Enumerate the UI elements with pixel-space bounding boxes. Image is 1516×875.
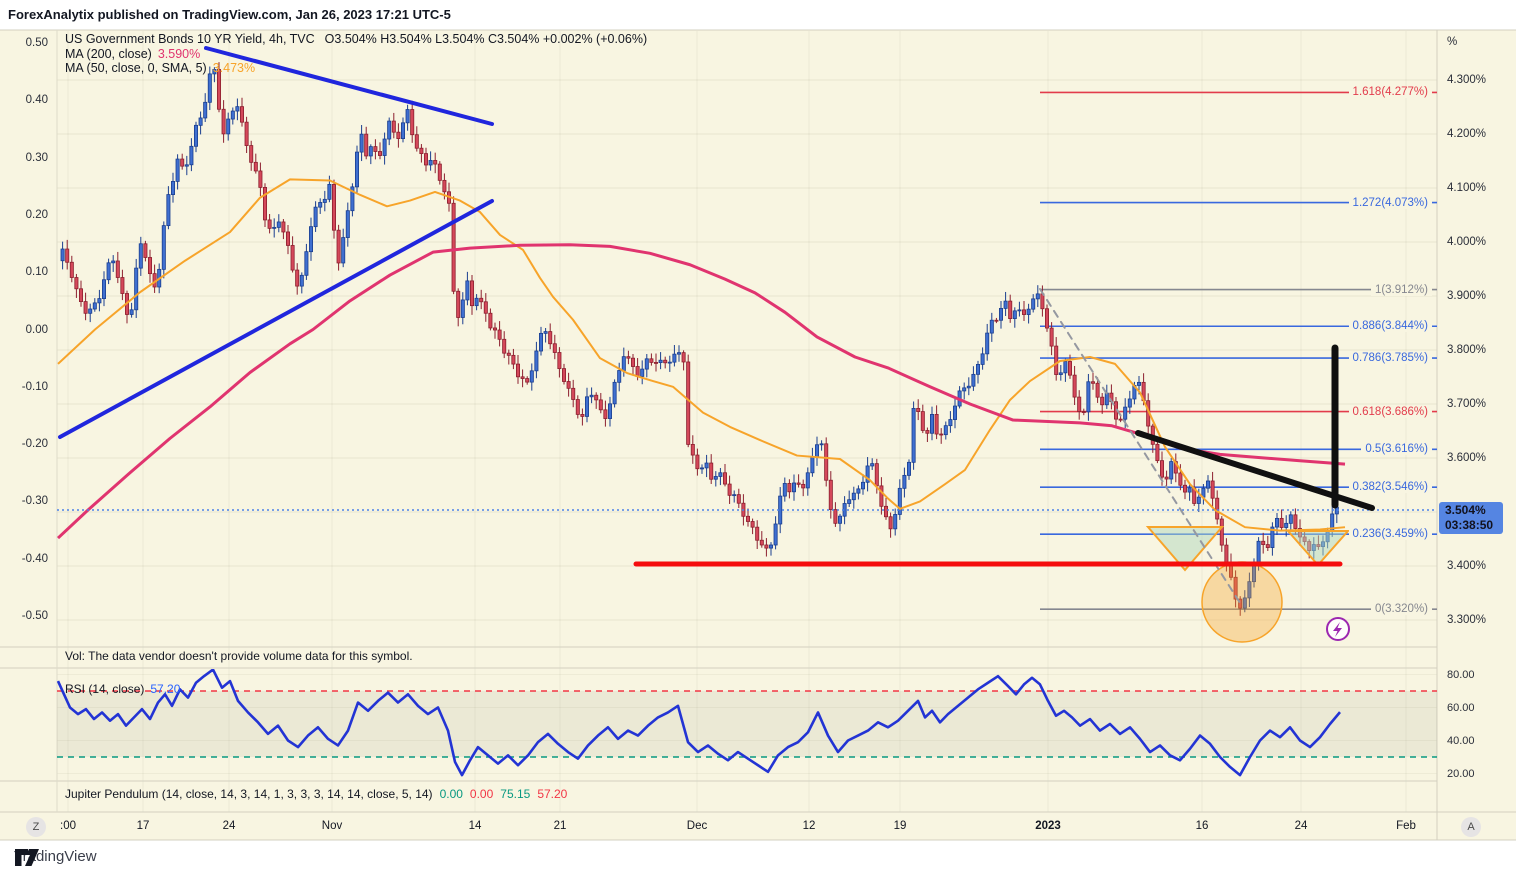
ma200-line[interactable]	[57, 243, 1346, 540]
date-axis-tick[interactable]: Nov	[321, 820, 343, 832]
date-axis-tick[interactable]: 12	[802, 820, 816, 832]
right-axis-tick: 4.300%	[1447, 74, 1487, 86]
fib-level-label: 0(3.320%)	[1370, 603, 1432, 616]
rsi-value: 57.20	[150, 682, 181, 696]
left-axis-tick: -0.40	[21, 552, 48, 565]
ma50-line[interactable]	[57, 178, 1346, 532]
tradingview-logo-icon	[15, 849, 39, 866]
ma50-value: 3.473%	[212, 61, 256, 75]
right-axis-tick: 3.800%	[1447, 344, 1487, 356]
ma200-value: 3.590%	[157, 46, 201, 61]
date-axis-tick[interactable]: Dec	[686, 820, 708, 832]
rsi-pane[interactable]	[57, 669, 1437, 777]
ma200-legend[interactable]: MA (200, close)	[65, 46, 152, 61]
fib-level-label: 0.786(3.785%)	[1348, 352, 1432, 365]
fib-level-label: 1.618(4.277%)	[1348, 86, 1432, 99]
fib-level-label: 0.382(3.546%)	[1348, 481, 1432, 494]
right-axis-tick: 3.700%	[1447, 398, 1487, 410]
right-axis-tick: 3.400%	[1447, 560, 1487, 572]
left-axis-tick: -0.10	[21, 380, 48, 393]
jup-val-1: 0.00	[439, 787, 463, 801]
chart-background	[0, 30, 1516, 840]
triangle-annotation-2[interactable]	[1285, 530, 1351, 567]
left-axis-tick: -0.20	[21, 438, 48, 451]
right-axis-unit: %	[1447, 36, 1458, 48]
circle-annotation[interactable]	[1201, 561, 1283, 643]
date-axis-tick[interactable]: 24	[1294, 820, 1308, 832]
volume-note: Vol: The data vendor doesn't provide vol…	[65, 649, 413, 663]
left-axis-tick: -0.50	[21, 610, 48, 622]
ma50-legend[interactable]: MA (50, close, 0, SMA, 5)	[65, 61, 207, 75]
right-axis-tick: 3.600%	[1447, 452, 1487, 464]
publish-caption: ForexAnalytix published on TradingView.c…	[8, 7, 451, 22]
date-axis-tick[interactable]: 17	[136, 820, 150, 832]
left-axis-tick: 0.10	[25, 266, 48, 279]
ohlc-values: O3.504% H3.504% L3.504% C3.504% +0.002% …	[324, 32, 648, 46]
last-price-flag: 3.504% 03:38:50	[1439, 502, 1503, 534]
grid-lines	[57, 31, 1437, 812]
lightning-icon[interactable]	[1326, 617, 1350, 641]
left-axis-tick: 0.00	[25, 323, 48, 336]
right-axis-tick: 4.000%	[1447, 236, 1487, 248]
right-axis-tick: 3.300%	[1447, 614, 1487, 626]
zoom-out-button[interactable]: Z	[26, 817, 46, 837]
jupiter-pendulum-legend[interactable]: Jupiter Pendulum (14, close, 14, 3, 14, …	[65, 787, 568, 801]
left-axis-tick: 0.20	[25, 208, 48, 221]
candlestick-series[interactable]	[60, 62, 1339, 616]
rsi-axis-tick: 20.00	[1447, 767, 1475, 780]
date-axis-tick[interactable]: 19	[893, 820, 907, 832]
rsi-axis-tick: 40.00	[1447, 734, 1475, 747]
tradingview-logo[interactable]: TradingView	[14, 848, 97, 866]
rsi-axis-tick: 80.00	[1447, 668, 1475, 681]
symbol-title[interactable]: US Government Bonds 10 YR Yield, 4h, TVC	[65, 32, 315, 46]
rsi-line	[57, 669, 1341, 777]
left-axis-tick: 0.30	[25, 151, 48, 164]
jup-val-2: 0.00	[469, 787, 494, 801]
auto-scale-button[interactable]: A	[1461, 817, 1481, 837]
jup-val-3: 75.15	[500, 787, 531, 801]
right-axis-tick: 3.900%	[1447, 290, 1487, 302]
fib-level-label: 0.5(3.616%)	[1361, 443, 1432, 456]
bar-countdown: 03:38:50	[1445, 518, 1494, 532]
date-axis-tick[interactable]: 2023	[1035, 820, 1061, 832]
last-price: 3.504%	[1445, 503, 1486, 517]
chart-legend: US Government Bonds 10 YR Yield, 4h, TVC…	[65, 32, 648, 77]
rsi-axis-tick: 60.00	[1447, 701, 1475, 714]
date-axis-tick[interactable]: 24	[222, 820, 236, 832]
left-axis-tick: 0.50	[25, 37, 48, 49]
date-axis-tick[interactable]: Feb	[1396, 820, 1416, 832]
fib-level-label: 0.886(3.844%)	[1348, 320, 1432, 333]
triangle-annotation-1[interactable]	[1145, 526, 1225, 572]
fib-level-label: 1(3.912%)	[1370, 283, 1432, 296]
rsi-legend[interactable]: RSI (14, close) 57.20	[65, 682, 181, 696]
fib-level-label: 1.272(4.073%)	[1348, 196, 1432, 209]
left-axis-tick: 0.40	[25, 94, 48, 107]
right-axis-tick: 4.200%	[1447, 128, 1487, 140]
gray-dashed-line[interactable]	[1039, 288, 1243, 607]
jup-val-4: 57.20	[537, 787, 568, 801]
fib-level-label: 0.618(3.686%)	[1348, 405, 1432, 418]
date-axis-tick[interactable]: :00	[60, 820, 76, 832]
fib-level-label: 0.236(3.459%)	[1348, 528, 1432, 541]
upper-blue-trendline[interactable]	[204, 46, 494, 126]
lower-blue-trendline[interactable]	[58, 199, 494, 439]
date-axis-tick[interactable]: 16	[1195, 820, 1209, 832]
date-axis-tick[interactable]: 14	[468, 820, 482, 832]
left-axis-tick: -0.30	[21, 495, 48, 508]
right-axis-tick: 4.100%	[1447, 182, 1487, 194]
date-axis-tick[interactable]: 21	[553, 820, 567, 832]
